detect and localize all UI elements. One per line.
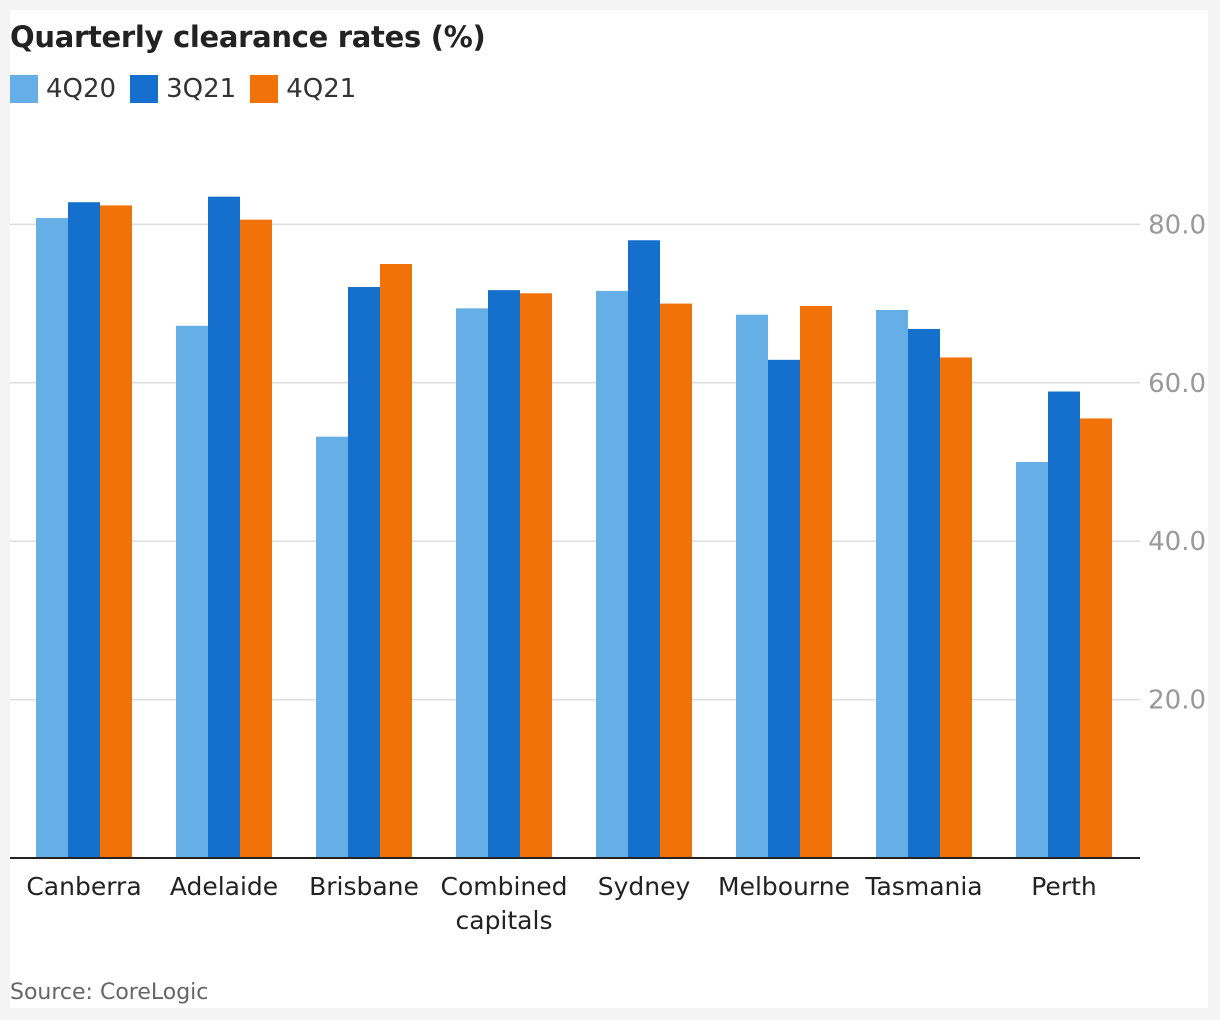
bar [736,314,768,858]
x-tick-label: Combined [440,872,567,901]
bar [628,240,660,859]
x-tick-label: Tasmania [864,872,982,901]
bar [100,205,132,859]
bar [348,286,380,858]
legend-swatch-4q20 [10,75,38,103]
bar [1080,418,1112,858]
y-tick-label: 80.0 [1148,210,1206,240]
chart-card: Quarterly clearance rates (%) 4Q20 3Q21 … [10,10,1208,1008]
bar [1048,391,1080,858]
bar [316,436,348,858]
bar [380,264,412,858]
legend-label-4q21: 4Q21 [286,74,357,104]
bar [68,202,100,858]
legend-item-4q21: 4Q21 [250,74,356,104]
legend-label-4q20: 4Q20 [46,74,117,104]
y-tick-label: 60.0 [1148,369,1206,399]
bar [488,290,520,858]
bar [36,218,68,859]
bar-chart: 20.0 40.0 60.0 80.0 Canberra Adelaide Brisbane… [10,196,1206,935]
legend-swatch-4q21 [250,75,279,103]
bar [940,357,972,858]
bar [768,359,800,858]
legend-item-4q20: 4Q20 [10,74,116,104]
chart-title: Quarterly clearance rates (%) [10,20,486,54]
x-tick-label: Adelaide [170,872,278,901]
bar [908,328,940,859]
bar [176,325,208,858]
legend: 4Q20 3Q21 4Q21 [10,74,370,104]
bar [1016,462,1048,858]
bar [800,305,832,858]
bar [456,308,488,858]
bar [596,290,628,859]
bar [660,303,692,859]
y-tick-label: 20.0 [1148,686,1206,716]
bar [876,309,908,858]
source-note: Source: CoreLogic [10,980,209,1005]
x-tick-label: Canberra [26,872,141,901]
x-tick-label: Brisbane [309,872,419,901]
x-tick-label: Melbourne [718,872,850,901]
legend-item-3q21: 3Q21 [130,74,236,104]
legend-label-3q21: 3Q21 [166,74,237,104]
bar [520,293,552,859]
bar [208,196,240,858]
x-tick-label: Perth [1031,872,1097,901]
x-tick-label: Sydney [598,872,691,901]
x-tick-label: capitals [456,906,553,935]
legend-swatch-3q21 [130,75,159,103]
bar [240,219,272,858]
y-tick-label: 40.0 [1148,527,1206,557]
